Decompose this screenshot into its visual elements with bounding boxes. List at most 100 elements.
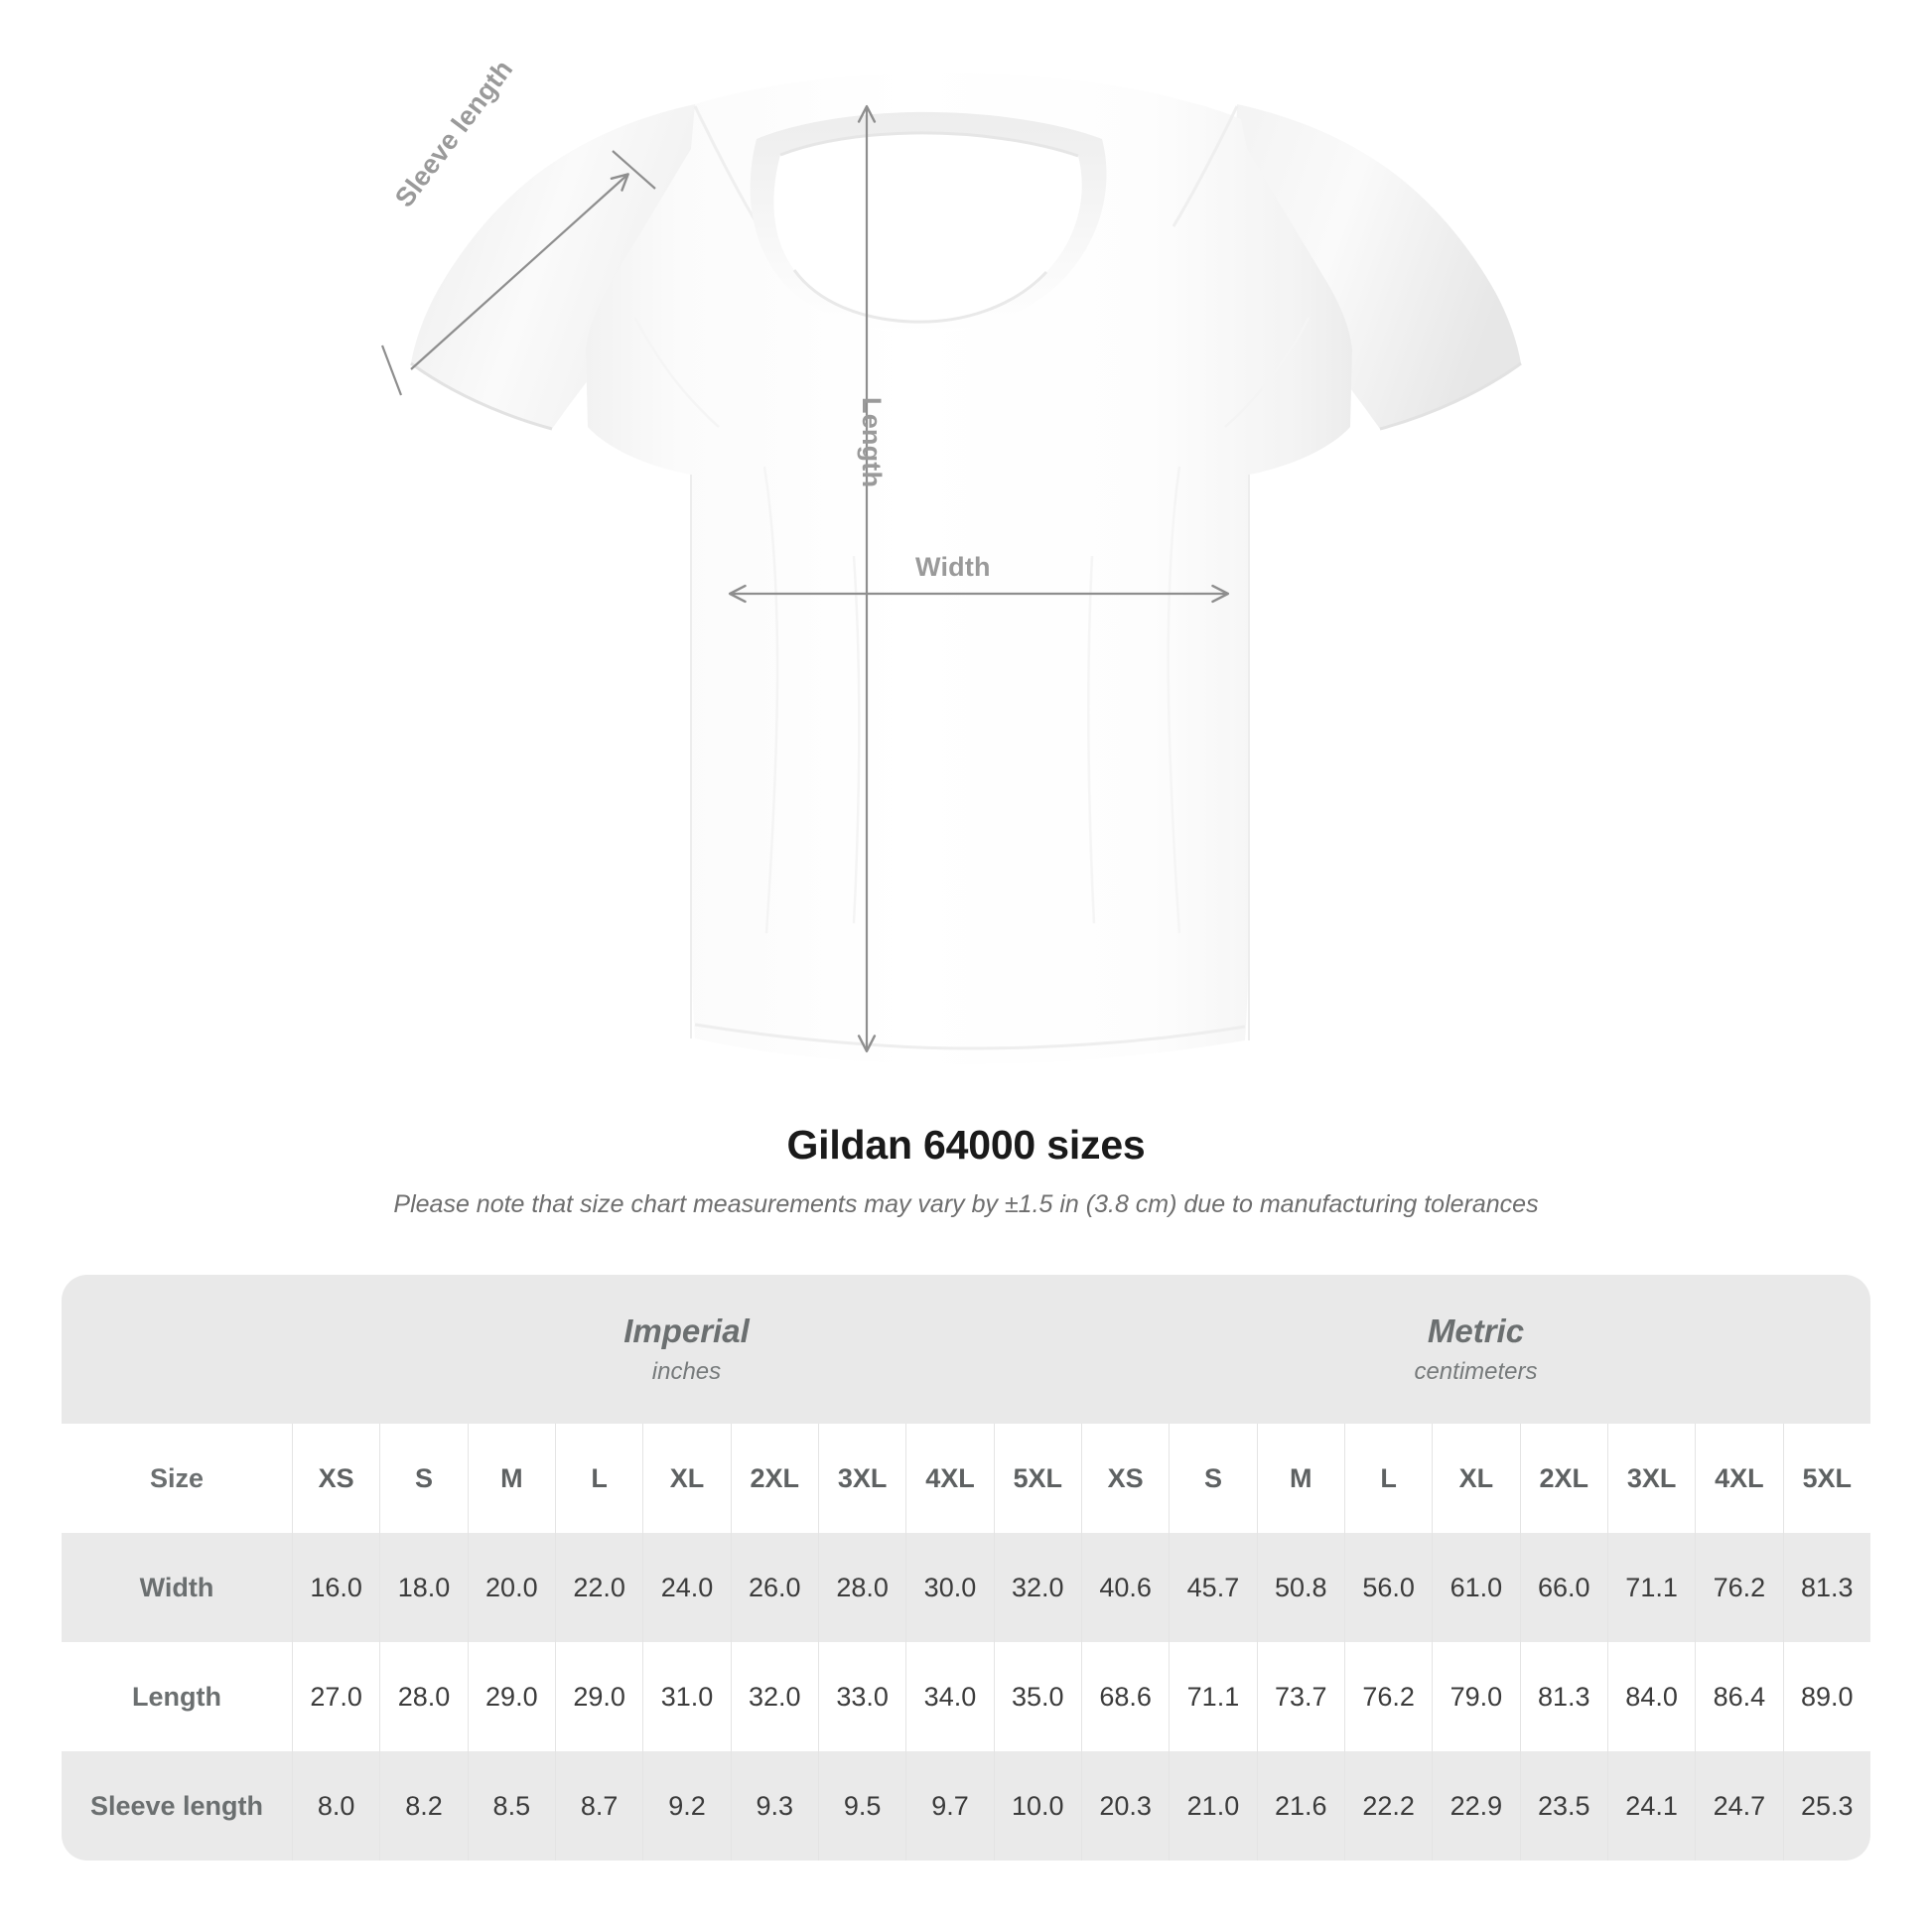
length-metric-4xl: 86.4	[1695, 1642, 1783, 1751]
sleeve-imperial-xl: 9.2	[642, 1751, 731, 1861]
width-metric-l: 56.0	[1343, 1533, 1433, 1642]
right-shoulder-seam	[1172, 105, 1239, 227]
right-cuff-seam	[1379, 361, 1522, 431]
length-imperial-xl: 31.0	[642, 1642, 731, 1751]
width-metric-5xl: 81.3	[1782, 1533, 1870, 1642]
unit-group-metric-name: Metric	[1427, 1311, 1525, 1349]
length-metric-3xl: 84.0	[1606, 1642, 1696, 1751]
width-metric-xs: 40.6	[1080, 1533, 1170, 1642]
size-cell-metric-4xl: 4XL	[1695, 1424, 1783, 1533]
shirt-body	[586, 72, 1352, 1064]
width-imperial-xs: 16.0	[292, 1533, 380, 1642]
size-cell-imperial-s: S	[379, 1424, 468, 1533]
length-metric-s: 71.1	[1169, 1642, 1257, 1751]
unit-group-header-row: Imperial inches Metric centimeters	[62, 1275, 1870, 1424]
width-imperial-xl: 24.0	[642, 1533, 731, 1642]
width-imperial-5xl: 32.0	[993, 1533, 1081, 1642]
size-cell-metric-l: L	[1343, 1424, 1433, 1533]
size-cell-metric-xs: XS	[1080, 1424, 1170, 1533]
size-cell-metric-m: M	[1256, 1424, 1344, 1533]
length-imperial-3xl: 33.0	[817, 1642, 906, 1751]
row-header-size: Size	[62, 1424, 292, 1533]
length-metric-5xl: 89.0	[1782, 1642, 1870, 1751]
table-row-length: Length 27.0 28.0 29.0 29.0 31.0 32.0 33.…	[62, 1642, 1870, 1751]
unit-group-metric: Metric centimeters	[1080, 1275, 1870, 1424]
size-cell-imperial-5xl: 5XL	[993, 1424, 1081, 1533]
size-cell-imperial-2xl: 2XL	[730, 1424, 818, 1533]
row-header-sleeve-length: Sleeve length	[62, 1751, 292, 1861]
unit-group-imperial: Imperial inches	[292, 1275, 1081, 1424]
bottom-hem	[694, 1023, 1246, 1050]
length-imperial-4xl: 34.0	[905, 1642, 994, 1751]
sleeve-imperial-4xl: 9.7	[905, 1751, 994, 1861]
left-shoulder-seam	[693, 105, 760, 227]
size-cell-metric-xl: XL	[1432, 1424, 1520, 1533]
width-annotation-label: Width	[915, 552, 991, 582]
page-title: Gildan 64000 sizes	[786, 1122, 1146, 1168]
width-metric-xl: 61.0	[1432, 1533, 1520, 1642]
sleeve-imperial-l: 8.7	[554, 1751, 643, 1861]
size-cell-imperial-l: L	[554, 1424, 643, 1533]
sleeve-metric-5xl: 25.3	[1782, 1751, 1870, 1861]
size-cell-imperial-xs: XS	[292, 1424, 380, 1533]
size-cell-imperial-m: M	[467, 1424, 555, 1533]
length-metric-xl: 79.0	[1432, 1642, 1520, 1751]
sleeve-imperial-3xl: 9.5	[817, 1751, 906, 1861]
right-sleeve	[1233, 104, 1521, 429]
tolerance-note: Please note that size chart measurements…	[393, 1190, 1539, 1219]
collar-inner	[773, 132, 1082, 323]
sleeve-metric-2xl: 23.5	[1519, 1751, 1607, 1861]
collar-bottom-edge	[792, 269, 1048, 324]
size-chart-table: Imperial inches Metric centimeters Size …	[62, 1275, 1870, 1861]
size-cell-metric-3xl: 3XL	[1606, 1424, 1696, 1533]
width-metric-3xl: 71.1	[1606, 1533, 1696, 1642]
length-metric-xs: 68.6	[1080, 1642, 1170, 1751]
sleeve-imperial-m: 8.5	[467, 1751, 555, 1861]
width-metric-m: 50.8	[1256, 1533, 1344, 1642]
row-header-length: Length	[62, 1642, 292, 1751]
width-metric-4xl: 76.2	[1695, 1533, 1783, 1642]
length-imperial-m: 29.0	[467, 1642, 555, 1751]
collar-top-edge	[779, 131, 1079, 158]
sleeve-metric-3xl: 24.1	[1606, 1751, 1696, 1861]
sleeve-metric-m: 21.6	[1256, 1751, 1344, 1861]
size-cell-imperial-4xl: 4XL	[905, 1424, 994, 1533]
width-imperial-4xl: 30.0	[905, 1533, 994, 1642]
table-row-sleeve-length: Sleeve length 8.0 8.2 8.5 8.7 9.2 9.3 9.…	[62, 1751, 1870, 1861]
sleeve-imperial-xs: 8.0	[292, 1751, 380, 1861]
table-row-width: Width 16.0 18.0 20.0 22.0 24.0 26.0 28.0…	[62, 1533, 1870, 1642]
sleeve-metric-xl: 22.9	[1432, 1751, 1520, 1861]
sleeve-length-measure-line	[380, 150, 656, 396]
left-cuff-seam	[410, 361, 553, 431]
table-row-size: Size XS S M L XL 2XL 3XL 4XL 5XL XS S M …	[62, 1424, 1870, 1533]
length-metric-2xl: 81.3	[1519, 1642, 1607, 1751]
tshirt-illustration	[380, 72, 1522, 1064]
unit-header-spacer	[62, 1275, 292, 1424]
sleeve-imperial-2xl: 9.3	[730, 1751, 818, 1861]
sleeve-metric-4xl: 24.7	[1695, 1751, 1783, 1861]
width-imperial-l: 22.0	[554, 1533, 643, 1642]
row-header-width: Width	[62, 1533, 292, 1642]
heading-block: Gildan 64000 sizes Please note that size…	[0, 1120, 1932, 1221]
sleeve-metric-xs: 20.3	[1080, 1751, 1170, 1861]
sleeve-imperial-5xl: 10.0	[993, 1751, 1081, 1861]
width-imperial-m: 20.0	[467, 1533, 555, 1642]
width-imperial-3xl: 28.0	[817, 1533, 906, 1642]
sleeve-metric-s: 21.0	[1169, 1751, 1257, 1861]
length-imperial-2xl: 32.0	[730, 1642, 818, 1751]
length-imperial-xs: 27.0	[292, 1642, 380, 1751]
size-cell-metric-2xl: 2XL	[1519, 1424, 1607, 1533]
unit-group-metric-sub: centimeters	[1414, 1358, 1538, 1386]
sleeve-imperial-s: 8.2	[379, 1751, 468, 1861]
tshirt-diagram: Sleeve length Length Width	[380, 54, 1522, 1064]
length-metric-m: 73.7	[1256, 1642, 1344, 1751]
unit-group-imperial-name: Imperial	[623, 1311, 750, 1349]
unit-group-imperial-sub: inches	[651, 1358, 722, 1386]
length-metric-l: 76.2	[1343, 1642, 1433, 1751]
width-imperial-2xl: 26.0	[730, 1533, 818, 1642]
length-imperial-s: 28.0	[379, 1642, 468, 1751]
width-metric-2xl: 66.0	[1519, 1533, 1607, 1642]
length-imperial-5xl: 35.0	[993, 1642, 1081, 1751]
length-imperial-l: 29.0	[554, 1642, 643, 1751]
